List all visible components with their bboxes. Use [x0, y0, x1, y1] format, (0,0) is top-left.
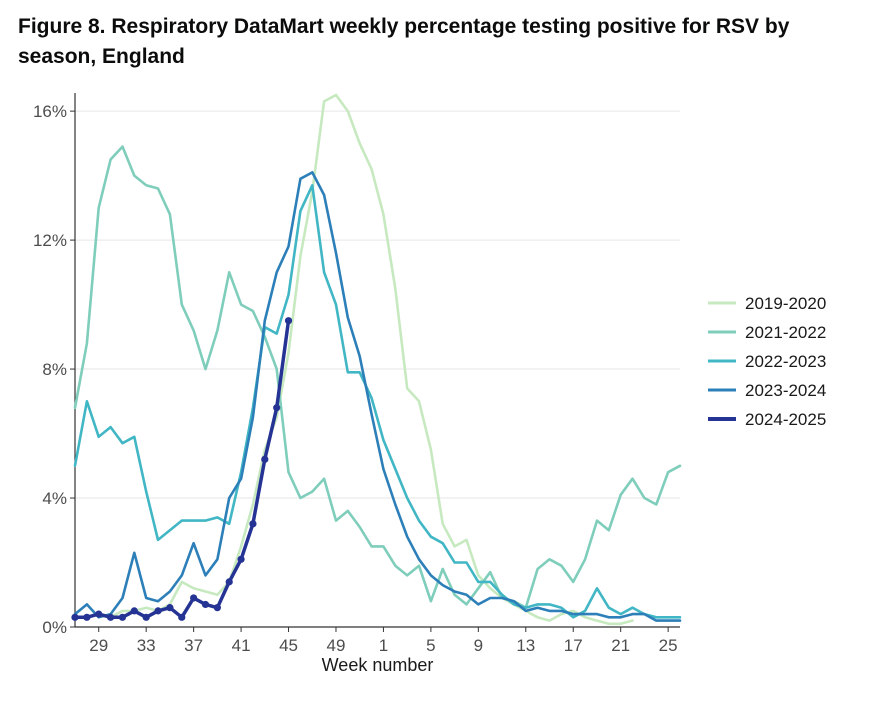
- legend-label: 2022-2023: [745, 352, 826, 371]
- x-tick-label: 33: [137, 636, 156, 655]
- data-point-2024-2025: [249, 520, 257, 528]
- y-tick-label: 12%: [33, 231, 67, 250]
- y-tick-label: 0%: [42, 618, 67, 637]
- data-point-2024-2025: [106, 613, 115, 621]
- y-tick-label: 16%: [33, 102, 67, 121]
- x-tick-label: 5: [426, 636, 435, 655]
- chart-title: Figure 8. Respiratory DataMart weekly pe…: [18, 15, 790, 68]
- data-point-2024-2025: [190, 594, 198, 602]
- data-point-2024-2025: [83, 613, 91, 621]
- series-line-2022-2023: [73, 184, 682, 619]
- x-tick-label: 41: [232, 636, 251, 655]
- x-tick-label: 37: [184, 636, 203, 655]
- data-point-2024-2025: [201, 600, 210, 609]
- legend: 2019-2020 2021-2022 2022-2023 2023-2024 2024…: [708, 294, 826, 429]
- y-tick-label: 8%: [42, 360, 67, 379]
- data-point-2024-2025: [71, 613, 79, 621]
- series-line-2021-2022: [73, 145, 682, 609]
- data-point-2024-2025: [213, 604, 221, 612]
- data-point-2024-2025: [284, 317, 293, 325]
- x-tick-label: 21: [611, 636, 630, 655]
- data-point-2024-2025: [142, 613, 150, 621]
- x-tick-label: 17: [564, 636, 583, 655]
- legend-label: 2023-2024: [745, 381, 826, 400]
- axes: 0% 4% 8% 12% 16% 29 33 37 41 45 49 1 5 9 13 17 21 25 Week …: [33, 93, 680, 675]
- data-point-2024-2025: [178, 613, 186, 621]
- y-tick-label: 4%: [42, 489, 67, 508]
- x-tick-label: 1: [379, 636, 388, 655]
- data-point-2024-2025: [154, 607, 162, 615]
- series-line-2019-2020: [73, 93, 634, 626]
- data-point-2024-2025: [261, 455, 269, 463]
- data-point-2024-2025: [225, 578, 233, 586]
- x-tick-label: 49: [327, 636, 346, 655]
- data-point-2024-2025: [273, 404, 281, 412]
- series-line-2023-2024: [73, 171, 682, 622]
- data-point-2024-2025: [237, 555, 245, 563]
- data-point-2024-2025: [130, 607, 138, 615]
- data-point-2024-2025: [118, 613, 127, 621]
- x-tick-label: 9: [474, 636, 483, 655]
- x-axis-label: Week number: [322, 655, 434, 675]
- x-tick-label: 45: [279, 636, 298, 655]
- data-point-2024-2025: [166, 604, 174, 612]
- x-tick-label: 25: [659, 636, 678, 655]
- legend-label: 2024-2025: [745, 410, 826, 429]
- legend-label: 2019-2020: [745, 294, 826, 313]
- data-point-2024-2025: [95, 610, 103, 618]
- x-tick-label: 29: [89, 636, 108, 655]
- series-lines: [71, 93, 682, 626]
- x-tick-label: 13: [516, 636, 535, 655]
- legend-label: 2021-2022: [745, 323, 826, 342]
